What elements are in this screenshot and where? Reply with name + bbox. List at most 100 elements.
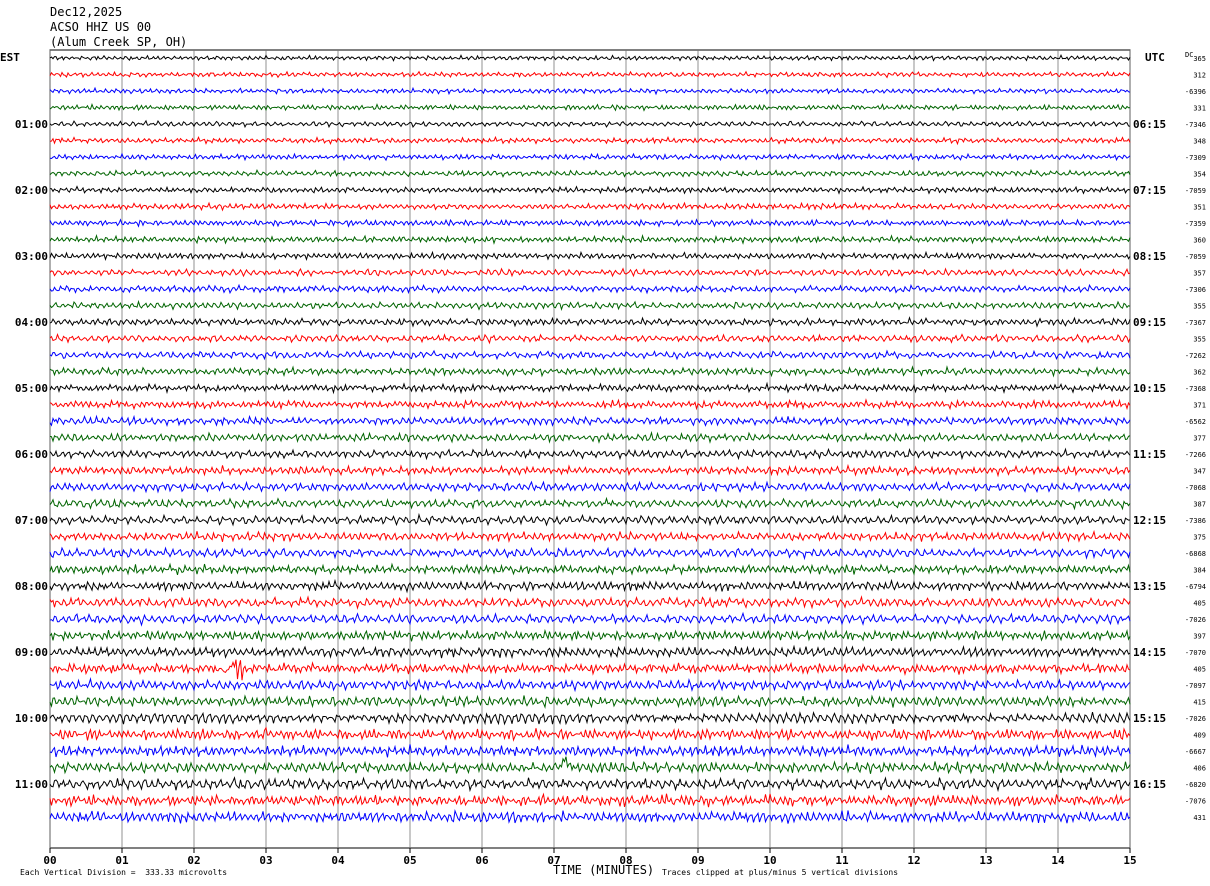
dc-offset-label: 415 bbox=[1193, 699, 1206, 707]
seismic-trace bbox=[49, 398, 1131, 411]
x-tick-label: 08 bbox=[619, 854, 632, 867]
dc-offset-label: 348 bbox=[1193, 138, 1206, 146]
x-tick-label: 15 bbox=[1123, 854, 1136, 867]
x-tick-label: 13 bbox=[979, 854, 992, 867]
dc-offset-label: 409 bbox=[1193, 732, 1206, 740]
dc-offset-label: 351 bbox=[1193, 204, 1206, 212]
right-hour-label: 07:15 bbox=[1133, 184, 1166, 197]
seismic-trace bbox=[49, 349, 1131, 361]
station-location: (Alum Creek SP, OH) bbox=[50, 35, 188, 49]
dc-offset-label: -6820 bbox=[1185, 781, 1206, 789]
seismic-trace bbox=[49, 185, 1131, 195]
dc-offset-label: 347 bbox=[1193, 468, 1206, 476]
dc-offset-label: -7309 bbox=[1185, 154, 1206, 162]
x-tick-label: 06 bbox=[475, 854, 489, 867]
seismic-trace bbox=[49, 86, 1131, 96]
clip-note: Traces clipped at plus/minus 5 vertical … bbox=[662, 868, 899, 877]
dc-offset-label: -7026 bbox=[1185, 616, 1206, 624]
dc-offset-label: 312 bbox=[1193, 72, 1206, 80]
right-hour-label: 06:15 bbox=[1133, 118, 1166, 131]
dc-offset-label: -7059 bbox=[1185, 187, 1206, 195]
x-tick-label: 03 bbox=[259, 854, 272, 867]
seismic-trace bbox=[49, 809, 1131, 824]
left-hour-label: 02:00 bbox=[15, 184, 48, 197]
dc-offset-label: 354 bbox=[1193, 171, 1206, 179]
dc-label: DC bbox=[1185, 51, 1193, 59]
seismic-trace bbox=[49, 529, 1131, 543]
x-tick-label: 10 bbox=[763, 854, 776, 867]
seismic-trace bbox=[49, 218, 1131, 228]
seismic-trace bbox=[49, 756, 1131, 775]
dc-offset-label: 365 bbox=[1193, 55, 1206, 63]
seismic-trace bbox=[49, 659, 1131, 681]
x-tick-label: 01 bbox=[115, 854, 129, 867]
x-axis-label: TIME (MINUTES) bbox=[553, 863, 655, 877]
dc-offset-label: -7367 bbox=[1185, 319, 1206, 327]
seismic-trace bbox=[49, 119, 1131, 129]
left-hour-label: 07:00 bbox=[15, 514, 48, 527]
plot-frame bbox=[49, 49, 1131, 849]
dc-offset-label: -6794 bbox=[1185, 583, 1206, 591]
seismic-trace bbox=[49, 694, 1131, 709]
dc-offset-label: 377 bbox=[1193, 435, 1206, 443]
dc-offset-label: 387 bbox=[1193, 501, 1206, 509]
left-hour-label: 10:00 bbox=[15, 712, 48, 725]
seismic-trace bbox=[49, 381, 1131, 395]
plot-date: Dec12,2025 bbox=[50, 5, 123, 19]
seismic-trace bbox=[49, 792, 1131, 808]
seismic-trace bbox=[49, 299, 1131, 311]
dc-offset-label: 357 bbox=[1193, 270, 1206, 278]
dc-offset-label: 384 bbox=[1193, 567, 1206, 575]
x-tick-label: 02 bbox=[187, 854, 200, 867]
seismic-trace bbox=[49, 677, 1131, 693]
seismic-trace bbox=[49, 776, 1131, 793]
seismic-trace bbox=[49, 332, 1131, 345]
dc-offset-label: -6868 bbox=[1185, 550, 1206, 558]
dc-offset-label: 362 bbox=[1193, 369, 1206, 377]
seismic-trace bbox=[49, 644, 1131, 660]
right-hour-label: 12:15 bbox=[1133, 514, 1166, 527]
vertical-division-note: Each Vertical Division = 333.33 microvol… bbox=[20, 868, 228, 877]
right-hour-label: 13:15 bbox=[1133, 580, 1166, 593]
dc-offset-label: -7386 bbox=[1185, 517, 1206, 525]
dc-offset-label: 405 bbox=[1193, 666, 1206, 674]
dc-offset-label: -6396 bbox=[1185, 88, 1206, 96]
seismic-trace bbox=[49, 283, 1131, 295]
dc-offset-label: -7068 bbox=[1185, 484, 1206, 492]
seismic-trace bbox=[49, 496, 1131, 511]
dc-offset-label: 375 bbox=[1193, 534, 1206, 542]
left-hour-label: 11:00 bbox=[15, 778, 48, 791]
dc-offset-label: 397 bbox=[1193, 633, 1206, 641]
dc-offset-label: 405 bbox=[1193, 600, 1206, 608]
x-tick-label: 09 bbox=[691, 854, 704, 867]
seismic-trace bbox=[49, 611, 1131, 627]
left-hour-label: 03:00 bbox=[15, 250, 48, 263]
seismic-trace bbox=[49, 250, 1131, 262]
seismic-trace bbox=[49, 316, 1131, 328]
seismic-trace bbox=[49, 480, 1131, 494]
x-tick-label: 12 bbox=[907, 854, 920, 867]
right-hour-label: 08:15 bbox=[1133, 250, 1166, 263]
dc-offset-label: 360 bbox=[1193, 237, 1206, 245]
dc-offset-label: -7026 bbox=[1185, 715, 1206, 723]
seismic-trace bbox=[49, 546, 1131, 561]
seismic-trace bbox=[49, 430, 1131, 444]
left-axis-label: EST bbox=[0, 51, 20, 64]
seismic-trace bbox=[49, 726, 1131, 742]
dc-offset-label: -6562 bbox=[1185, 418, 1206, 426]
station-code: ACSO HHZ US 00 bbox=[50, 20, 152, 34]
dc-offset-label: -7076 bbox=[1185, 798, 1206, 806]
right-hour-label: 10:15 bbox=[1133, 382, 1166, 395]
left-hour-label: 09:00 bbox=[15, 646, 48, 659]
seismic-trace bbox=[49, 233, 1131, 245]
left-hour-label: 05:00 bbox=[15, 382, 48, 395]
seismic-trace bbox=[49, 70, 1131, 79]
dc-offset-label: -7266 bbox=[1185, 451, 1206, 459]
dc-offset-label: -7368 bbox=[1185, 385, 1206, 393]
seismic-trace bbox=[49, 512, 1131, 527]
dc-offset-label: -7070 bbox=[1185, 649, 1206, 657]
right-hour-label: 16:15 bbox=[1133, 778, 1166, 791]
dc-offset-label: -7346 bbox=[1185, 121, 1206, 129]
right-hour-label: 11:15 bbox=[1133, 448, 1166, 461]
seismic-trace bbox=[49, 135, 1131, 146]
